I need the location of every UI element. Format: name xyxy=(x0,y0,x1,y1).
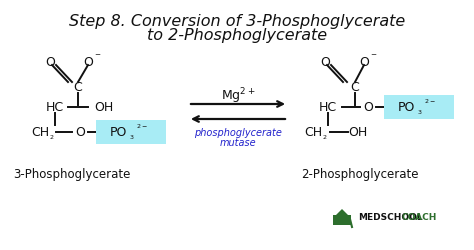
Text: OH: OH xyxy=(94,101,114,114)
Text: COACH: COACH xyxy=(402,213,438,222)
Text: O: O xyxy=(45,55,55,68)
Text: to 2-Phosphoglycerate: to 2-Phosphoglycerate xyxy=(147,28,327,43)
Text: 2-Phosphoglycerate: 2-Phosphoglycerate xyxy=(301,168,419,181)
Text: HC: HC xyxy=(46,101,64,114)
Text: phosphoglycerate: phosphoglycerate xyxy=(194,128,282,138)
Text: O: O xyxy=(359,55,369,68)
FancyBboxPatch shape xyxy=(384,96,454,120)
Text: O: O xyxy=(320,55,330,68)
FancyBboxPatch shape xyxy=(333,215,351,225)
Text: $^{2-}$: $^{2-}$ xyxy=(424,98,436,107)
FancyBboxPatch shape xyxy=(96,120,166,144)
Text: C: C xyxy=(351,81,359,94)
Text: $^{-}$: $^{-}$ xyxy=(94,52,102,62)
Text: $^{-}$: $^{-}$ xyxy=(370,52,378,62)
Text: O: O xyxy=(83,55,93,68)
Text: 3-Phosphoglycerate: 3-Phosphoglycerate xyxy=(13,168,131,181)
Text: $_{2}$: $_{2}$ xyxy=(49,133,55,142)
Polygon shape xyxy=(334,209,350,217)
Text: PO: PO xyxy=(397,101,415,114)
Text: MEDSCHOOL: MEDSCHOOL xyxy=(358,213,423,222)
Text: O: O xyxy=(363,101,373,114)
Text: $^{2-}$: $^{2-}$ xyxy=(136,123,148,132)
Text: PO: PO xyxy=(109,126,127,139)
Text: OH: OH xyxy=(348,126,368,139)
Text: CH: CH xyxy=(31,126,49,139)
Text: O: O xyxy=(75,126,85,139)
Text: $_{3}$: $_{3}$ xyxy=(129,133,135,142)
Text: $_{3}$: $_{3}$ xyxy=(417,108,423,117)
Text: CH: CH xyxy=(304,126,322,139)
Text: mutase: mutase xyxy=(219,138,256,147)
Text: C: C xyxy=(73,81,82,94)
Text: $_{2}$: $_{2}$ xyxy=(322,133,328,142)
Text: Mg$^{2+}$: Mg$^{2+}$ xyxy=(221,86,255,105)
Text: HC: HC xyxy=(319,101,337,114)
Text: Step 8. Conversion of 3-Phosphoglycerate: Step 8. Conversion of 3-Phosphoglycerate xyxy=(69,14,405,29)
